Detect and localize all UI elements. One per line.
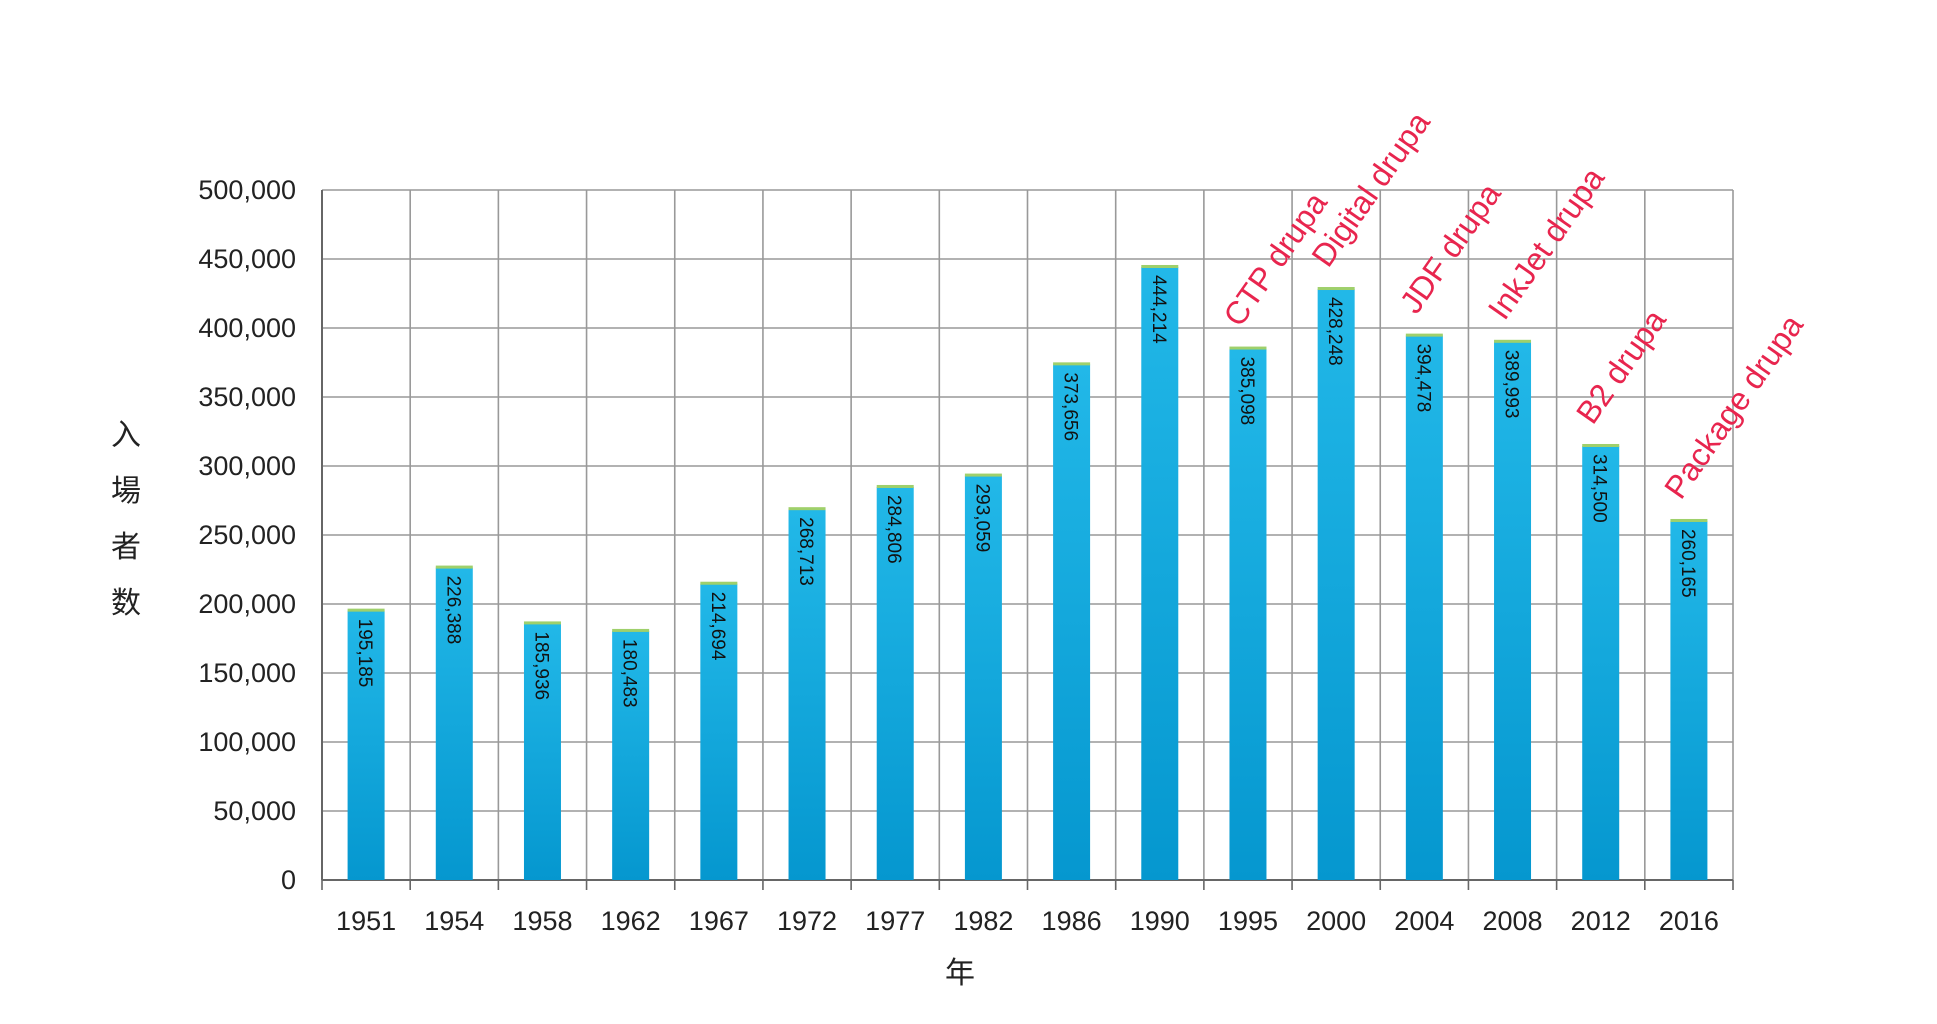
data-label: 226,388 <box>442 576 463 645</box>
y-tick-label: 350,000 <box>198 382 296 412</box>
data-label: 314,500 <box>1589 454 1610 523</box>
bar-top-cap <box>1141 264 1179 268</box>
x-tick-label: 1995 <box>1218 906 1278 936</box>
bar <box>523 623 561 880</box>
data-label: 428,248 <box>1324 297 1345 366</box>
y-axis-ticks: 0 50,000 100,000 150,000 200,000 250,000 300,0… <box>198 175 296 895</box>
x-tick-label: 2012 <box>1571 906 1631 936</box>
annotation-label: B2 drupa <box>1569 303 1673 430</box>
data-label: 293,059 <box>971 484 992 553</box>
x-tick-label: 2000 <box>1306 906 1366 936</box>
data-label: 284,806 <box>883 495 904 564</box>
data-label: 180,483 <box>619 639 640 708</box>
bar-top-cap <box>700 581 738 585</box>
bar <box>788 509 826 880</box>
x-tick-label: 1951 <box>336 906 396 936</box>
bar <box>1670 520 1708 880</box>
x-tick-label: 2008 <box>1482 906 1542 936</box>
data-label: 389,993 <box>1501 350 1522 419</box>
bar-top-cap <box>1405 333 1443 337</box>
x-tick-label: 1977 <box>865 906 925 936</box>
data-label: 394,478 <box>1412 344 1433 413</box>
y-tick-label: 150,000 <box>198 658 296 688</box>
bar-top-cap <box>1582 443 1620 447</box>
y-tick-label: 400,000 <box>198 313 296 343</box>
bar-top-cap <box>964 473 1002 477</box>
y-tick-label: 100,000 <box>198 727 296 757</box>
bar <box>700 583 738 880</box>
y-axis-label: 入場者数 <box>106 408 146 632</box>
data-label: 373,656 <box>1060 372 1081 441</box>
bar <box>964 475 1002 880</box>
bar-top-cap <box>788 507 826 511</box>
data-label: 260,165 <box>1677 529 1698 598</box>
bar-top-cap <box>1494 339 1532 343</box>
bars <box>347 264 1708 880</box>
x-tick-label: 1958 <box>512 906 572 936</box>
x-tick-label: 1954 <box>424 906 484 936</box>
y-axis-label-char: 者 <box>111 530 141 565</box>
y-tick-label: 450,000 <box>198 244 296 274</box>
y-tick-label: 0 <box>281 865 296 895</box>
bar-top-cap <box>1317 287 1355 291</box>
bar <box>1317 289 1355 880</box>
bar-top-cap <box>523 621 561 625</box>
y-axis-label-char: 数 <box>111 586 141 621</box>
data-labels: 195,185 226,388 185,936 180,483 214,694 268,7… <box>354 275 1698 708</box>
x-tick-label: 1986 <box>1042 906 1102 936</box>
bar <box>1494 341 1532 880</box>
data-label: 385,098 <box>1236 357 1257 426</box>
bar <box>876 486 914 880</box>
bar-top-cap <box>1229 346 1267 350</box>
bar <box>1582 445 1620 880</box>
bar <box>612 630 650 880</box>
x-tick-label: 1990 <box>1130 906 1190 936</box>
y-tick-label: 300,000 <box>198 451 296 481</box>
y-axis-label-char: 場 <box>111 474 141 509</box>
annotation-label: Digital drupa <box>1304 105 1437 273</box>
data-label: 444,214 <box>1148 275 1169 344</box>
x-tick-label: 1962 <box>601 906 661 936</box>
bar <box>1229 348 1267 880</box>
y-tick-label: 500,000 <box>198 175 296 205</box>
bar <box>1141 266 1179 880</box>
y-tick-label: 200,000 <box>198 589 296 619</box>
x-tick-label: 2004 <box>1394 906 1454 936</box>
x-tick-label: 2016 <box>1659 906 1719 936</box>
bar-top-cap <box>347 608 385 612</box>
y-axis-label-char: 入 <box>111 418 141 453</box>
data-label: 268,713 <box>795 517 816 586</box>
data-label: 185,936 <box>530 631 551 700</box>
bar-top-cap <box>435 565 473 569</box>
data-label: 214,694 <box>707 592 728 661</box>
x-tick-label: 1967 <box>689 906 749 936</box>
bar <box>435 567 473 880</box>
bar <box>347 610 385 880</box>
bar-top-cap <box>612 628 650 632</box>
bar <box>1405 335 1443 880</box>
x-axis-ticks: 1951 1954 1958 1962 1967 1972 1977 1982 1986 1990… <box>336 906 1719 936</box>
bar <box>1053 364 1091 880</box>
bar-top-cap <box>1670 518 1708 522</box>
x-tick-label: 1972 <box>777 906 837 936</box>
y-tick-label: 250,000 <box>198 520 296 550</box>
annotation-label: InkJet drupa <box>1481 161 1612 326</box>
y-tick-label: 50,000 <box>213 796 296 826</box>
x-tick-label: 1982 <box>953 906 1013 936</box>
data-label: 195,185 <box>354 619 375 688</box>
bar-top-cap <box>1053 362 1091 366</box>
bar-top-cap <box>876 484 914 488</box>
x-axis-label: 年 <box>945 956 975 991</box>
